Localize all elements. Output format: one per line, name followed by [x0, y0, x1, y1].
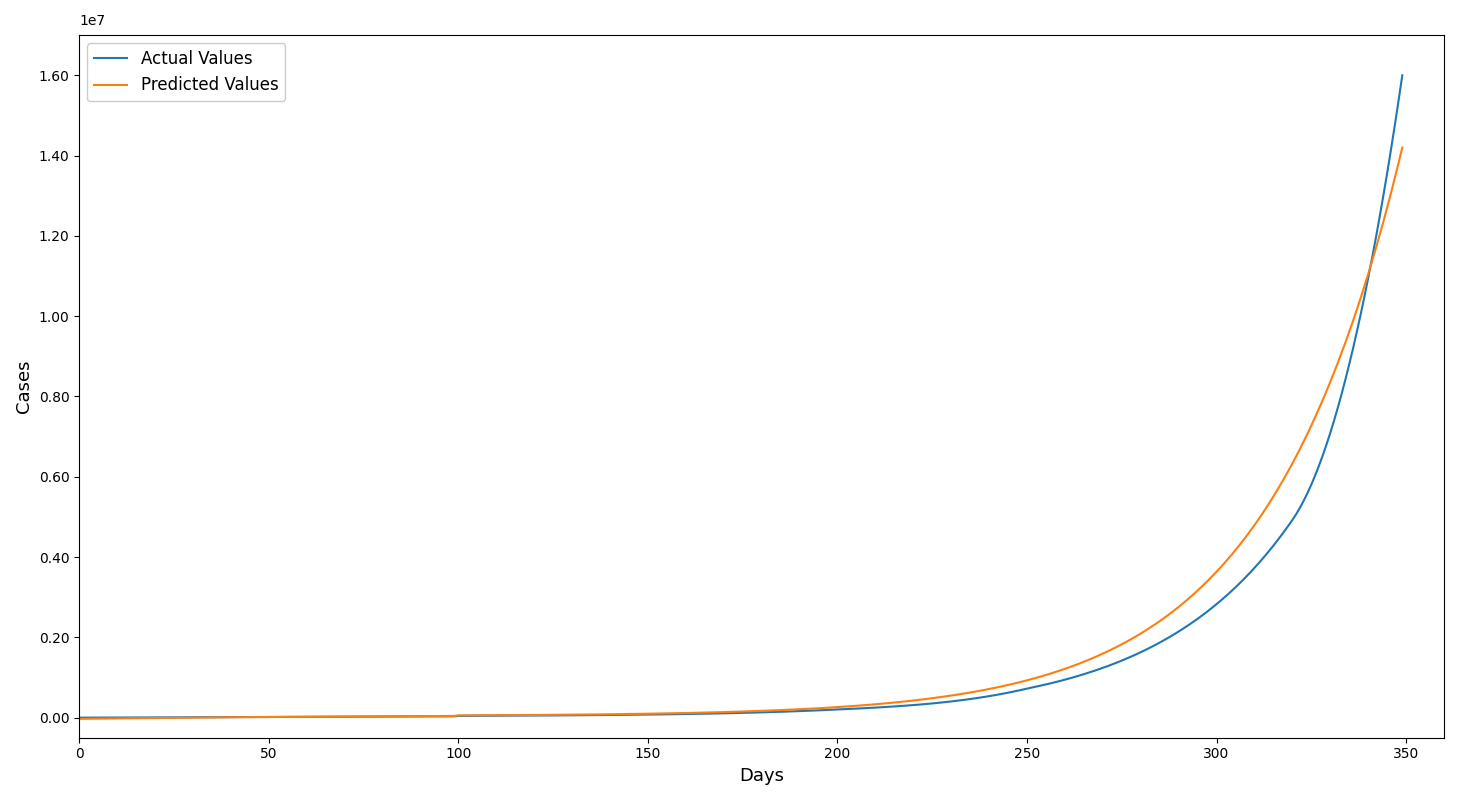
Actual Values [1336, 374, 1354, 384]
Y-axis label: Cases: Cases [15, 360, 34, 413]
Actual Values [1393, 70, 1411, 80]
Line: Actual Values: Actual Values [79, 75, 1402, 718]
X-axis label: Days: Days [740, 767, 783, 785]
Text: 1e7: 1e7 [79, 14, 105, 28]
Line: Predicted Values: Predicted Values [79, 147, 1402, 719]
Actual Values [852, 704, 870, 714]
Predicted Values [852, 701, 870, 710]
Predicted Values [423, 711, 441, 721]
Actual Values [1374, 191, 1392, 201]
Predicted Values [776, 705, 794, 714]
Actual Values [776, 707, 794, 717]
Actual Values [70, 713, 88, 722]
Predicted Values [1374, 217, 1392, 226]
Actual Values [681, 709, 699, 718]
Predicted Values [1393, 142, 1411, 152]
Predicted Values [681, 708, 699, 718]
Predicted Values [70, 714, 88, 724]
Actual Values [423, 712, 441, 722]
Legend: Actual Values, Predicted Values: Actual Values, Predicted Values [88, 43, 286, 101]
Predicted Values [1336, 338, 1354, 347]
